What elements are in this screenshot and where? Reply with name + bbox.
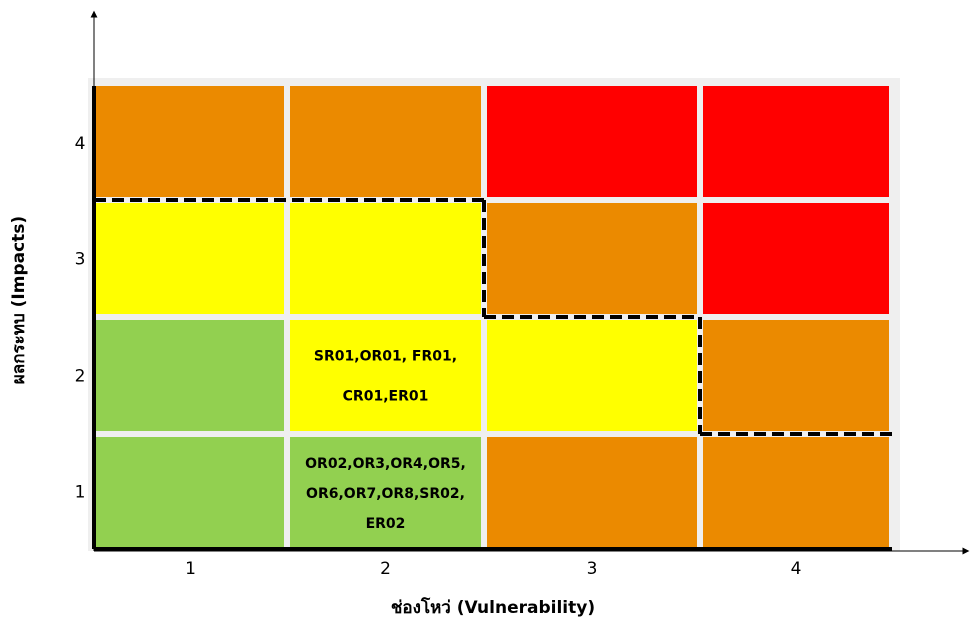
axes <box>90 10 970 555</box>
y-tick-label: 1 <box>75 483 86 503</box>
cell-risk-ids-line: CR01,ER01 <box>343 389 429 405</box>
y-axis-title: ผลกระทบ (Impacts) <box>9 216 29 384</box>
x-tick-label: 2 <box>380 559 391 579</box>
risk-cell-impact-4-vuln-4 <box>703 86 889 197</box>
x-tick-label: 3 <box>587 559 598 579</box>
risk-cell-impact-1-vuln-4 <box>703 437 889 549</box>
risk-cell-impact-3-vuln-1 <box>94 203 284 314</box>
cell-risk-ids-line: OR6,OR7,OR8,SR02, <box>306 486 465 502</box>
risk-cell-impact-2-vuln-3 <box>487 320 697 431</box>
cell-risk-ids-line: OR02,OR3,OR4,OR5, <box>305 456 466 472</box>
y-tick-label: 3 <box>75 250 86 270</box>
cell-risk-ids-line: ER02 <box>366 516 406 532</box>
x-tick-label: 1 <box>185 559 196 579</box>
risk-cell-impact-4-vuln-2 <box>290 86 481 197</box>
tick-labels: 1 2 3 4 1 2 3 4 <box>75 134 802 579</box>
x-tick-label: 4 <box>791 559 802 579</box>
risk-cell-impact-2-vuln-4 <box>703 320 889 431</box>
risk-cell-impact-1-vuln-1 <box>94 437 284 549</box>
risk-cell-impact-2-vuln-1 <box>94 320 284 431</box>
risk-cell-impact-1-vuln-3 <box>487 437 697 549</box>
risk-cell-impact-3-vuln-4 <box>703 203 889 314</box>
y-tick-label: 2 <box>75 367 86 387</box>
y-tick-label: 4 <box>75 134 86 154</box>
risk-cell-impact-1-vuln-2 <box>290 437 481 549</box>
risk-cell-impact-3-vuln-3 <box>487 203 697 314</box>
risk-cell-impact-4-vuln-3 <box>487 86 697 197</box>
cell-text-layer: SR01,OR01, FR01, CR01,ER01 OR02,OR3,OR4,OR… <box>305 349 466 533</box>
risk-cell-impact-3-vuln-2 <box>290 203 481 314</box>
risk-cell-impact-2-vuln-2 <box>290 320 481 431</box>
x-axis-title: ช่องโหว่ (Vulnerability) <box>391 597 595 618</box>
cells-layer <box>94 86 889 549</box>
cell-risk-ids-line: SR01,OR01, FR01, <box>314 349 457 365</box>
risk-cell-impact-4-vuln-1 <box>94 86 284 197</box>
